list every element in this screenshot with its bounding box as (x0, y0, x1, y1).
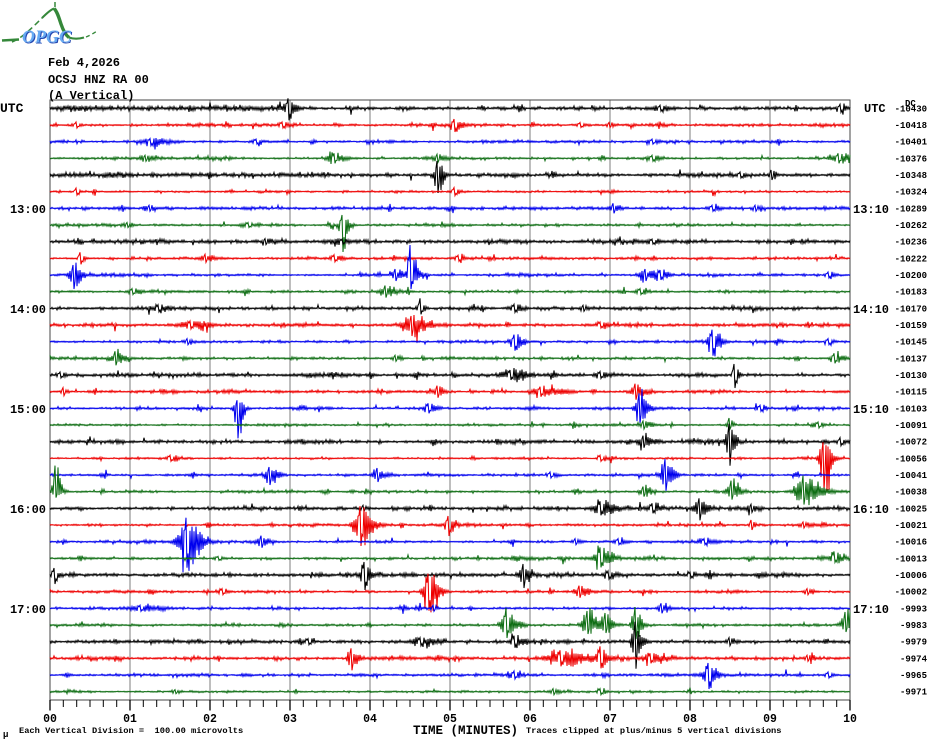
svg-text:-9983: -9983 (900, 621, 927, 631)
svg-text:-10170: -10170 (895, 304, 927, 314)
svg-text:Feb 4,2026: Feb 4,2026 (48, 56, 120, 70)
svg-text:16:10: 16:10 (853, 503, 889, 517)
svg-text:14:10: 14:10 (853, 303, 889, 317)
svg-text:-10200: -10200 (895, 271, 927, 281)
svg-text:08: 08 (683, 713, 697, 726)
svg-text:02: 02 (203, 713, 217, 726)
svg-text:μ: μ (3, 730, 8, 740)
svg-text:OPGC: OPGC (22, 27, 72, 47)
svg-text:15:00: 15:00 (10, 403, 46, 417)
svg-text:06: 06 (523, 713, 537, 726)
svg-text:15:10: 15:10 (853, 403, 889, 417)
svg-text:-10072: -10072 (895, 438, 927, 448)
svg-text:-10016: -10016 (895, 538, 927, 548)
svg-text:10: 10 (843, 713, 857, 726)
svg-text:-10103: -10103 (895, 404, 927, 414)
svg-text:-10289: -10289 (895, 204, 927, 214)
svg-text:UTC: UTC (864, 102, 886, 116)
svg-text:-10222: -10222 (895, 254, 927, 264)
svg-text:04: 04 (363, 713, 377, 726)
svg-text:14:00: 14:00 (10, 303, 46, 317)
svg-text:-10236: -10236 (895, 238, 927, 248)
svg-text:07: 07 (603, 713, 617, 726)
svg-text:-10021: -10021 (895, 521, 928, 531)
svg-text:17:10: 17:10 (853, 603, 889, 617)
svg-text:-10159: -10159 (895, 321, 927, 331)
svg-text:01: 01 (123, 713, 137, 726)
svg-text:-10006: -10006 (895, 571, 927, 581)
svg-text:-10401: -10401 (895, 138, 928, 148)
svg-text:17:00: 17:00 (10, 603, 46, 617)
svg-text:09: 09 (763, 713, 777, 726)
svg-text:-10430: -10430 (895, 104, 927, 114)
svg-text:-10025: -10025 (895, 504, 927, 514)
svg-text:-10115: -10115 (895, 388, 927, 398)
svg-text:-10056: -10056 (895, 454, 927, 464)
svg-text:Traces clipped at plus/minus 5: Traces clipped at plus/minus 5 vertical … (526, 726, 781, 736)
svg-text:-10137: -10137 (895, 354, 927, 364)
svg-text:-10038: -10038 (895, 488, 927, 498)
svg-text:-10348: -10348 (895, 171, 927, 181)
svg-text:-10013: -10013 (895, 554, 927, 564)
svg-text:13:00: 13:00 (10, 203, 46, 217)
svg-text:00: 00 (43, 713, 57, 726)
svg-text:-9971: -9971 (900, 688, 928, 698)
svg-text:05: 05 (443, 713, 457, 726)
svg-text:-10418: -10418 (895, 121, 927, 131)
svg-text:-10145: -10145 (895, 338, 927, 348)
svg-text:-10130: -10130 (895, 371, 927, 381)
svg-text:-9993: -9993 (900, 604, 927, 614)
svg-text:UTC: UTC (0, 101, 24, 116)
svg-text:-9974: -9974 (900, 654, 928, 664)
svg-text:03: 03 (283, 713, 297, 726)
svg-text:OCSJ HNZ RA 00: OCSJ HNZ RA 00 (48, 73, 149, 87)
svg-text:-10324: -10324 (895, 188, 928, 198)
svg-text:Each Vertical Division = 100.: Each Vertical Division = 100.00 microvol… (19, 726, 243, 736)
svg-text:-10376: -10376 (895, 154, 927, 164)
svg-text:16:00: 16:00 (10, 503, 46, 517)
svg-text:-10091: -10091 (895, 421, 928, 431)
svg-text:DC: DC (905, 99, 916, 109)
svg-text:-10183: -10183 (895, 288, 927, 298)
svg-text:-10262: -10262 (895, 221, 927, 231)
svg-text:(A Vertical): (A Vertical) (48, 89, 134, 103)
svg-text:-9979: -9979 (900, 638, 927, 648)
svg-text:13:10: 13:10 (853, 203, 889, 217)
svg-text:-9965: -9965 (900, 671, 927, 681)
svg-text:-10041: -10041 (895, 471, 928, 481)
svg-text:-10002: -10002 (895, 588, 927, 598)
svg-text:OPGC: OPGC (23, 28, 73, 48)
svg-text:TIME (MINUTES): TIME (MINUTES) (413, 724, 518, 738)
